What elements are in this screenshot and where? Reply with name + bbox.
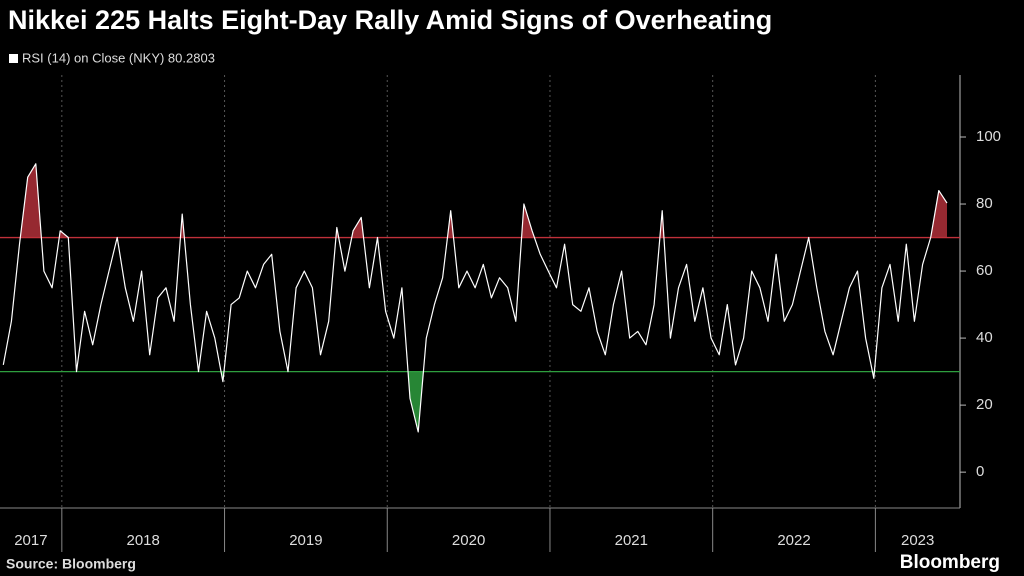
legend-label: RSI (14) on Close (NKY) 80.2803 bbox=[22, 50, 215, 65]
y-tick-label: 20 bbox=[976, 396, 993, 413]
x-tick-label: 2018 bbox=[126, 532, 159, 549]
x-tick-label: 2017 bbox=[14, 532, 47, 549]
y-tick-label: 80 bbox=[976, 195, 993, 212]
rsi-line bbox=[2, 163, 948, 433]
y-tick-label: 100 bbox=[976, 128, 1001, 145]
oversold-area bbox=[76, 371, 875, 432]
x-tick-label: 2020 bbox=[452, 532, 485, 549]
y-tick-label: 60 bbox=[976, 262, 993, 279]
y-tick-label: 0 bbox=[976, 463, 984, 480]
x-tick-label: 2019 bbox=[289, 532, 322, 549]
overbought-area bbox=[20, 163, 947, 238]
y-tick-label: 40 bbox=[976, 329, 993, 346]
x-tick-label: 2023 bbox=[901, 532, 934, 549]
source: Source: Bloomberg bbox=[6, 556, 136, 572]
chart-title: Nikkei 225 Halts Eight-Day Rally Amid Si… bbox=[8, 5, 772, 35]
legend-swatch bbox=[9, 54, 18, 63]
x-tick-label: 2022 bbox=[777, 532, 810, 549]
x-tick-label: 2021 bbox=[615, 532, 648, 549]
brand-logo: Bloomberg bbox=[900, 552, 1000, 573]
